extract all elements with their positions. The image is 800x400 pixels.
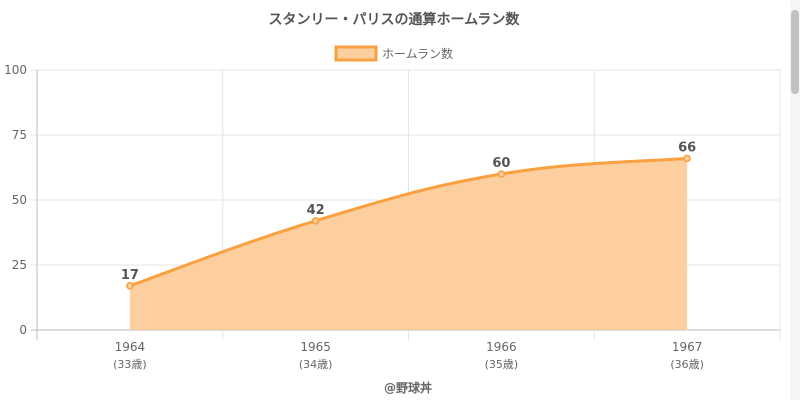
x-tick-label: 1967 — [672, 340, 703, 354]
y-tick-label: 0 — [19, 323, 27, 337]
vertical-scrollbar[interactable] — [790, 0, 800, 400]
data-label: 66 — [678, 140, 696, 155]
data-label: 60 — [492, 156, 510, 171]
legend[interactable]: ホームラン数 — [334, 45, 453, 62]
legend-swatch — [334, 45, 378, 62]
y-tick-label: 25 — [12, 258, 27, 272]
data-label: 17 — [121, 268, 139, 283]
x-tick-label: 1964 — [115, 340, 146, 354]
y-tick-label: 50 — [12, 193, 27, 207]
x-tick-label: 1965 — [300, 340, 331, 354]
x-tick-sublabel: (33歳) — [113, 358, 147, 371]
data-points — [126, 154, 691, 290]
data-point — [126, 282, 134, 290]
series-area-fill — [129, 158, 688, 330]
y-tick-label: 100 — [4, 63, 27, 77]
chart-title: スタンリー・パリスの通算ホームラン数 — [269, 11, 521, 28]
x-tick-sublabel: (34歳) — [299, 358, 333, 371]
data-point — [683, 154, 691, 163]
x-tick-label: 1966 — [486, 340, 517, 354]
x-axis: 1964 (33歳) 1965 (34歳) 1966 (35歳) 1967 (36歳) — [113, 340, 704, 371]
series-area — [129, 156, 688, 330]
data-point — [311, 217, 320, 225]
y-axis: 0 25 50 75 100 — [4, 63, 27, 337]
y-tick-label: 75 — [12, 128, 27, 142]
legend-label: ホームラン数 — [382, 46, 453, 61]
data-labels: 17 42 60 66 — [121, 140, 696, 282]
credit-label: @野球丼 — [384, 380, 432, 395]
data-point — [497, 170, 506, 178]
x-tick-sublabel: (35歳) — [485, 358, 519, 371]
scrollbar-thumb[interactable] — [791, 10, 799, 94]
data-label: 42 — [307, 203, 325, 218]
series-line — [129, 156, 688, 288]
x-tick-sublabel: (36歳) — [670, 358, 704, 371]
